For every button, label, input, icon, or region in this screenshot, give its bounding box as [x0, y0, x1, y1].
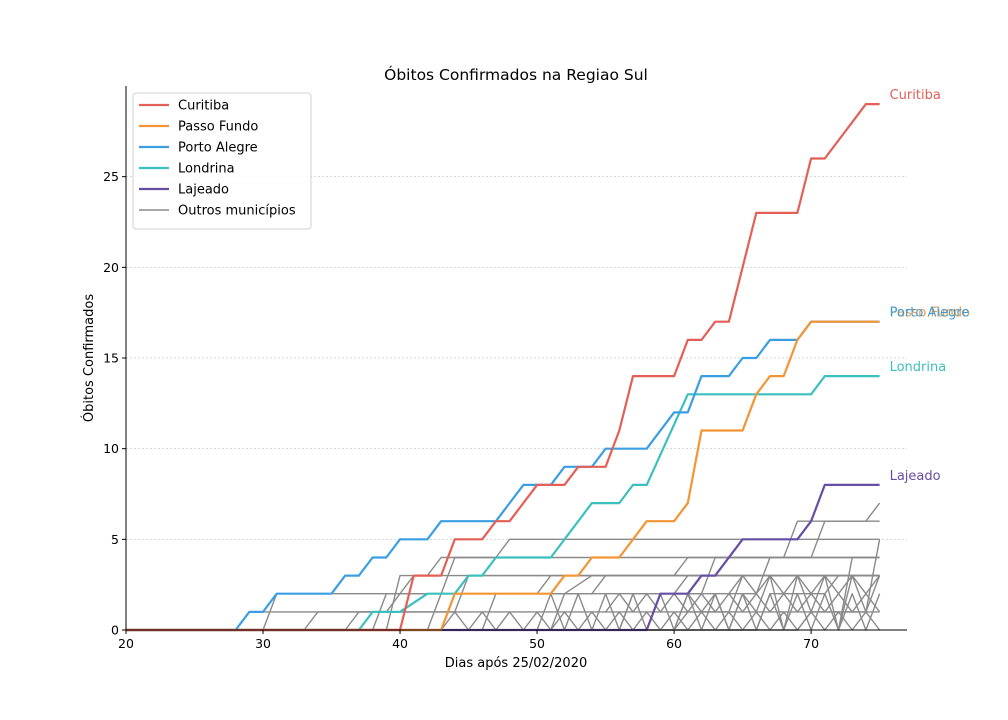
legend-label-lajeado: Lajeado	[178, 183, 229, 198]
x-tick-label-70: 70	[803, 636, 819, 651]
main-series	[126, 102, 880, 632]
y-tick-label-15: 15	[103, 351, 119, 366]
series-line-passo-fundo	[126, 320, 880, 632]
end-label-curitiba: Curitiba	[890, 88, 941, 103]
series-line-londrina	[126, 375, 880, 632]
series-line-curitiba	[126, 102, 880, 632]
legend-box	[132, 92, 312, 230]
outros-line-5	[126, 556, 880, 631]
chart-title: Óbitos Confirmados na Regiao Sul	[384, 65, 648, 84]
y-tick-label-10: 10	[103, 441, 119, 456]
outros-line-18	[728, 574, 881, 595]
x-tick-label-40: 40	[392, 636, 408, 651]
x-tick-label-30: 30	[255, 636, 271, 651]
y-axis-label: Óbitos Confirmados	[81, 294, 97, 422]
legend-label-outros-municipios: Outros municípios	[178, 204, 296, 219]
end-label-lajeado: Lajeado	[890, 469, 941, 484]
y-ticks: 0 5 10 15 20 25	[103, 169, 126, 638]
x-tick-label-20: 20	[118, 636, 134, 651]
x-ticks: 20 30 40 50 60 70	[118, 630, 819, 651]
y-tick-label-25: 25	[103, 169, 119, 184]
x-tick-label-60: 60	[666, 636, 682, 651]
outros-line-4	[126, 574, 880, 631]
legend: Curitiba Passo Fundo Porto Alegre Londrina L…	[132, 92, 312, 230]
outros-line-17	[605, 593, 881, 613]
y-tick-label-20: 20	[103, 260, 119, 275]
legend-label-porto-alegre: Porto Alegre	[178, 141, 258, 156]
series-line-lajeado	[126, 483, 880, 632]
end-label-porto-alegre: Porto Alegre	[890, 306, 970, 321]
x-axis-label: Dias após 25/02/2020	[445, 656, 588, 671]
y-tick-label-5: 5	[111, 532, 119, 547]
legend-label-londrina: Londrina	[178, 162, 235, 177]
end-label-londrina: Londrina	[890, 360, 947, 375]
x-tick-label-50: 50	[529, 636, 545, 651]
legend-label-curitiba: Curitiba	[178, 99, 229, 114]
outros-line-15	[536, 593, 881, 631]
outros-line-19	[837, 556, 880, 631]
end-label-passo-fundo: Passo Fundo	[890, 306, 970, 321]
y-tick-label-0: 0	[111, 623, 119, 638]
legend-label-passo-fundo: Passo Fundo	[178, 120, 258, 135]
